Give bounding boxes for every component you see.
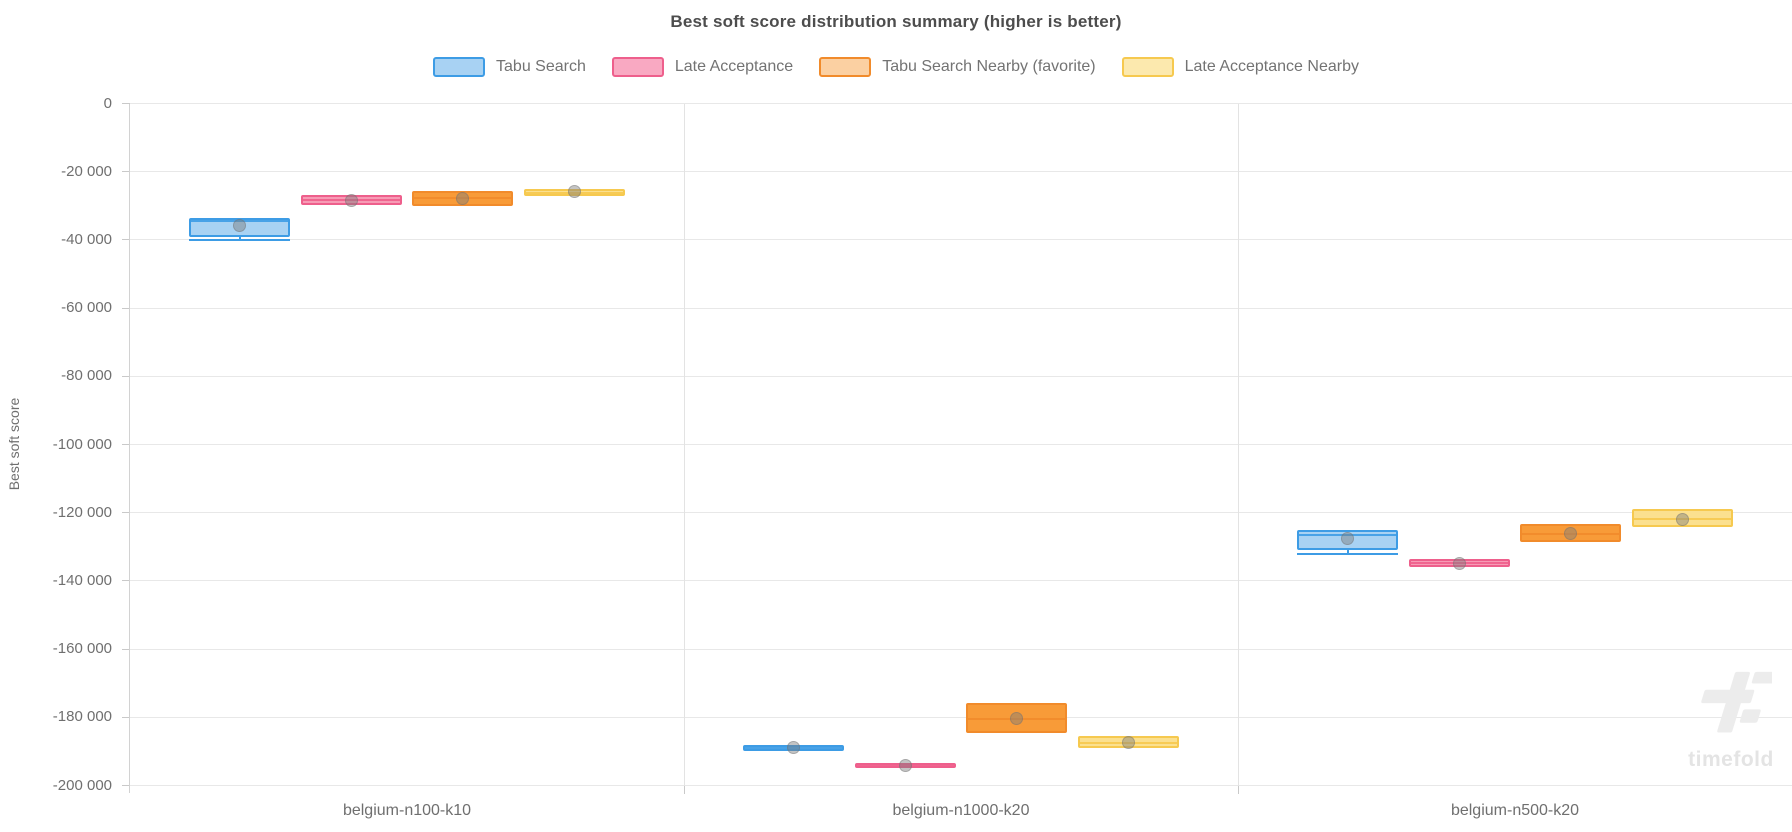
y-axis-tick (122, 648, 130, 650)
mean-dot[interactable] (1341, 531, 1355, 545)
legend-item-late-acceptance[interactable]: Late Acceptance (611, 57, 794, 77)
panel-separator (683, 103, 685, 786)
mean-dot[interactable] (567, 184, 581, 198)
legend-swatch-tabu-search (433, 57, 486, 77)
mean-dot[interactable] (456, 191, 470, 205)
x-axis-category-label: belgium-n100-k10 (342, 801, 472, 819)
watermark-text: timefold (1688, 748, 1774, 771)
x-axis-category-label: belgium-n1000-k20 (892, 801, 1030, 819)
y-axis-tick-label: -200 000 (52, 776, 112, 794)
y-axis-tick-label: -180 000 (52, 708, 112, 726)
gridline (130, 307, 1792, 309)
y-axis-tick (122, 785, 130, 786)
y-axis-tick-label: -120 000 (52, 503, 112, 521)
y-axis-tick (122, 307, 130, 309)
y-axis-tick (122, 512, 130, 514)
y-axis-tick (122, 444, 130, 445)
y-axis-tick (122, 375, 130, 377)
x-axis-category-label: belgium-n500-k20 (1450, 801, 1580, 819)
mean-dot[interactable] (1452, 556, 1466, 570)
mean-dot[interactable] (233, 219, 247, 233)
box-whisker (239, 236, 241, 240)
legend-label: Late Acceptance (674, 58, 794, 75)
legend-item-tabu-search[interactable]: Tabu Search (433, 57, 586, 77)
y-axis-tick-label: -100 000 (52, 435, 112, 453)
legend-item-late-acceptance-nearby[interactable]: Late Acceptance Nearby (1121, 57, 1359, 77)
whisker-min-cap (1297, 552, 1399, 555)
panel-separator (1237, 103, 1239, 786)
watermark: timefold (1688, 667, 1782, 772)
y-axis-tick-label: -40 000 (61, 230, 112, 248)
y-axis-tick (122, 171, 130, 173)
mean-dot[interactable] (787, 741, 801, 755)
legend-label: Late Acceptance Nearby (1184, 58, 1359, 75)
mean-dot[interactable] (1010, 711, 1024, 725)
gridline (130, 785, 1792, 786)
gridline (130, 716, 1792, 718)
legend: Tabu Search Late Acceptance Tabu Search … (0, 57, 1792, 77)
y-axis-tick-label: -60 000 (61, 299, 112, 317)
y-axis-tick-label: 0 (103, 94, 112, 112)
y-axis-tick (122, 716, 130, 718)
timefold-logo-icon (1701, 671, 1782, 733)
y-axis-tick-label: -20 000 (61, 162, 112, 180)
y-axis-tick-label: -80 000 (61, 367, 112, 385)
legend-label: Tabu Search Nearby (favorite) (882, 58, 1096, 75)
mean-dot[interactable] (1121, 736, 1135, 750)
gridline (130, 171, 1792, 173)
y-axis-tick (122, 103, 130, 104)
legend-swatch-tabu-search-nearby (819, 57, 872, 77)
y-axis-tick-label: -140 000 (52, 571, 112, 589)
gridline (130, 444, 1792, 445)
y-axis-tick-label: -160 000 (52, 640, 112, 658)
y-axis-tick (122, 239, 130, 241)
y-axis-line (129, 103, 130, 793)
legend-label: Tabu Search (496, 58, 586, 75)
gridline (130, 648, 1792, 650)
mean-dot[interactable] (898, 759, 912, 773)
legend-item-tabu-search-nearby[interactable]: Tabu Search Nearby (favorite) (819, 57, 1096, 77)
mean-dot[interactable] (344, 193, 358, 207)
mean-dot[interactable] (1564, 527, 1578, 540)
gridline (130, 580, 1792, 582)
gridline (130, 512, 1792, 514)
chart-title: Best soft score distribution summary (hi… (670, 12, 1122, 31)
gridline (130, 239, 1792, 241)
mean-dot[interactable] (1675, 513, 1689, 527)
x-axis-tick (683, 785, 685, 794)
y-axis-tick (122, 580, 130, 582)
legend-swatch-late-acceptance (611, 57, 664, 77)
gridline (130, 375, 1792, 377)
whisker-min-cap (189, 238, 291, 241)
gridline (130, 103, 1792, 104)
box-whisker (1347, 550, 1349, 554)
legend-swatch-late-acceptance-nearby (1121, 57, 1174, 77)
x-axis-tick (1237, 785, 1239, 794)
